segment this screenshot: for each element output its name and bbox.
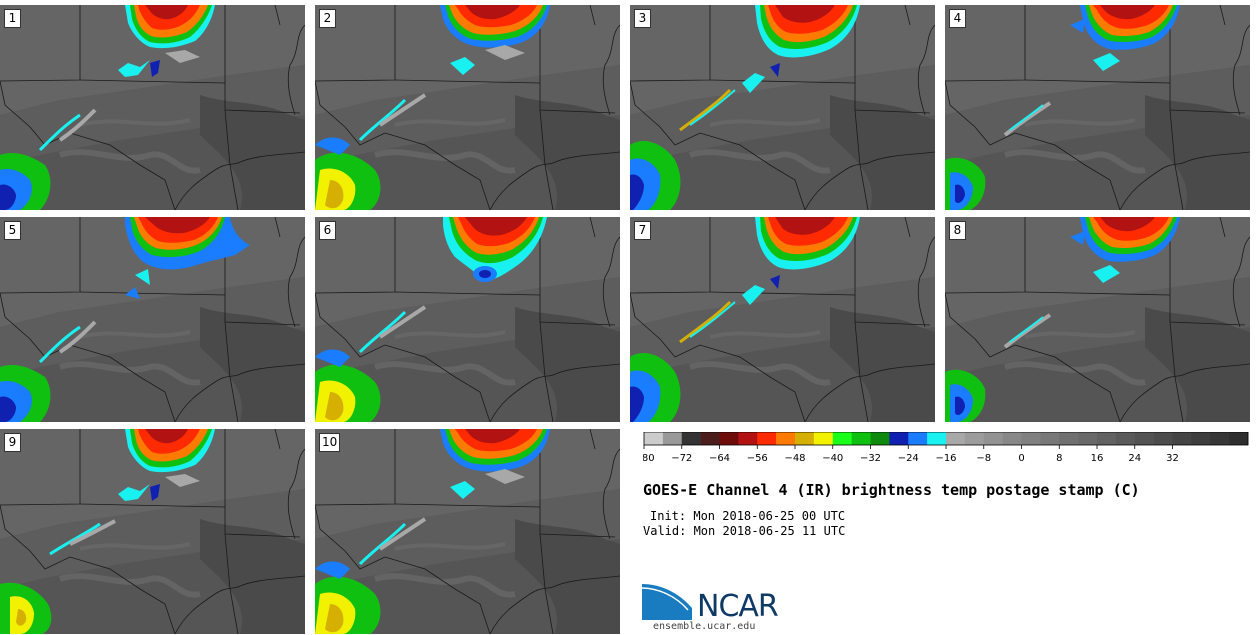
colorbar-segment: [1059, 432, 1079, 445]
ncar-wordmark: NCAR: [697, 589, 779, 624]
colorbar-tick-label: −72: [671, 453, 692, 464]
colorbar-tick-label: −48: [784, 453, 805, 464]
map-image: [945, 5, 1250, 210]
panel-label: 1: [4, 9, 21, 28]
map-image: [0, 5, 305, 210]
colorbar-segment: [1078, 432, 1098, 445]
colorbar-segment: [813, 432, 834, 445]
colorbar-segment: [964, 432, 985, 445]
colorbar-tick-label: −32: [860, 453, 881, 464]
map-image: [630, 217, 935, 422]
colorbar-segment: [1097, 432, 1117, 445]
map-panel: 5: [0, 217, 305, 422]
panel-label: 5: [4, 221, 21, 240]
colorbar-segment: [681, 432, 701, 445]
colorbar-segment: [908, 432, 928, 445]
colorbar-segment: [662, 432, 683, 445]
colorbar-segment: [1021, 432, 1041, 445]
colorbar-segment: [738, 432, 758, 445]
map-panel: 3: [630, 5, 935, 210]
colorbar-segment: [795, 432, 815, 445]
colorbar-tick-label: 32: [1166, 453, 1179, 464]
map-panel: 2: [315, 5, 620, 210]
panel-label: 8: [949, 221, 966, 240]
panel-label: 6: [319, 221, 336, 240]
colorbar-tick-label: −64: [709, 453, 730, 464]
panel-label: 3: [634, 9, 651, 28]
colorbar-segment: [1172, 432, 1192, 445]
panel-label: 9: [4, 433, 21, 452]
colorbar-segment: [1134, 432, 1154, 445]
map-panel: 7: [630, 217, 935, 422]
colorbar-tick-label: −24: [898, 453, 919, 464]
map-image: [315, 217, 620, 422]
map-image: [315, 429, 620, 634]
map-panel: 4: [945, 5, 1250, 210]
panel-label: 2: [319, 9, 336, 28]
panel-label: 10: [319, 433, 341, 452]
panel-label: 4: [949, 9, 966, 28]
colorbar-segment: [757, 432, 777, 445]
colorbar-segment: [644, 432, 664, 445]
colorbar-segment: [889, 432, 909, 445]
map-panel: 10: [315, 429, 620, 634]
chart-title: GOES-E Channel 4 (IR) brightness temp po…: [643, 481, 1140, 499]
map-panel: 1: [0, 5, 305, 210]
colorbar-tick-label: −16: [935, 453, 956, 464]
init-time: Init: Mon 2018-06-25 00 UTC: [650, 509, 846, 523]
map-image: [0, 217, 305, 422]
colorbar-segment: [719, 432, 739, 445]
colorbar-segment: [1115, 432, 1136, 445]
map-panel: 9: [0, 429, 305, 634]
colorbar-segment: [776, 432, 796, 445]
panel-label: 7: [634, 221, 651, 240]
colorbar-segment: [1229, 432, 1249, 445]
valid-time: Valid: Mon 2018-06-25 11 UTC: [643, 524, 846, 538]
colorbar-segment: [700, 432, 720, 445]
ncar-logo: [642, 581, 693, 620]
colorbar-segment: [946, 432, 966, 445]
map-image: [315, 5, 620, 210]
colorbar-segment: [927, 432, 947, 445]
source-url[interactable]: ensemble.ucar.edu: [653, 621, 756, 632]
map-panel: 6: [315, 217, 620, 422]
colorbar-tick-label: −80: [643, 453, 655, 464]
map-image: [630, 5, 935, 210]
colorbar-segment: [832, 432, 852, 445]
map-image: [0, 429, 305, 634]
colorbar-tick-label: 8: [1056, 453, 1062, 464]
colorbar-segment: [870, 432, 890, 445]
colorbar-segment: [983, 432, 1003, 445]
colorbar-tick-label: 0: [1018, 453, 1024, 464]
colorbar-tick-label: −40: [822, 453, 843, 464]
colorbar-tick-label: −56: [747, 453, 768, 464]
colorbar-tick-label: −8: [976, 453, 991, 464]
colorbar-segment: [1002, 432, 1022, 445]
map-image: [945, 217, 1250, 422]
map-panel: 8: [945, 217, 1250, 422]
colorbar-segment: [1153, 432, 1173, 445]
colorbar-segment: [1040, 432, 1060, 445]
colorbar-segment: [851, 432, 871, 445]
colorbar-tick-label: 24: [1128, 453, 1141, 464]
colorbar-segment: [1210, 432, 1230, 445]
colorbar-tick-label: 16: [1091, 453, 1104, 464]
colorbar-segment: [1191, 432, 1211, 445]
